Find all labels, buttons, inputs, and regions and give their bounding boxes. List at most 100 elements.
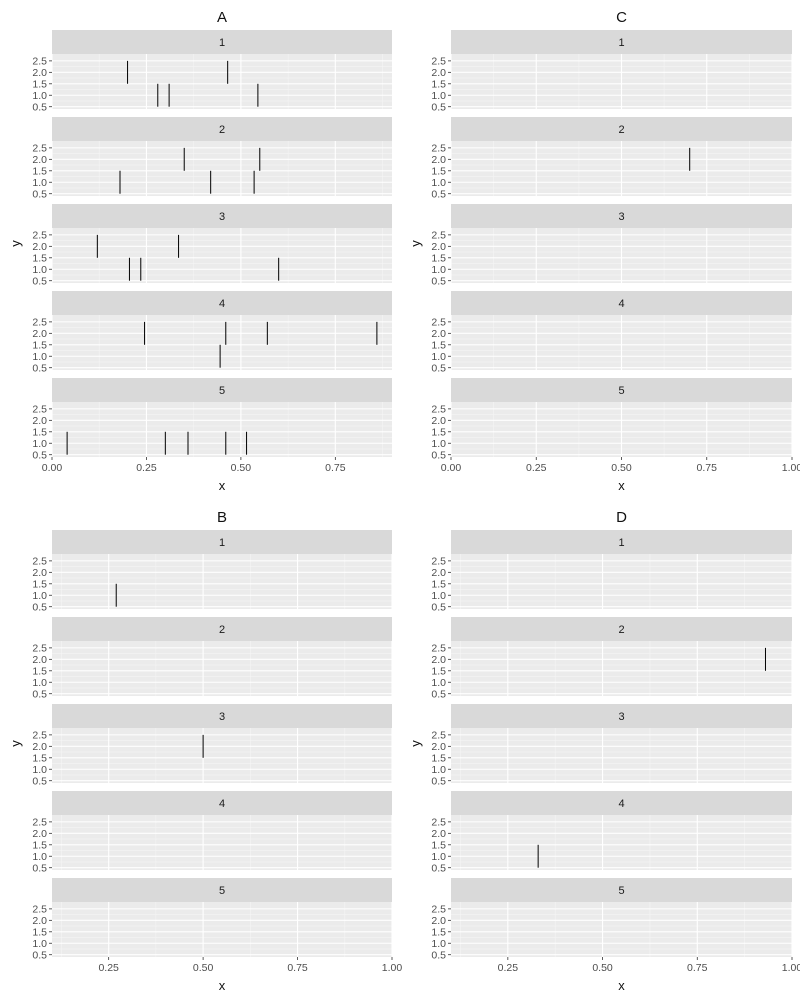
y-tick-label: 1.0	[32, 851, 47, 863]
y-tick-label: 1.0	[431, 438, 446, 450]
facet-strip-label: 3	[618, 711, 624, 723]
facet-2: 2 0.51.01.52.02.5	[32, 117, 392, 200]
subplot-title: A	[217, 9, 227, 26]
y-tick-label: 1.5	[431, 165, 446, 177]
y-tick-label: 2.0	[32, 741, 47, 753]
facet-1: 1 0.51.01.52.02.5	[431, 30, 793, 113]
y-tick-label: 2.0	[431, 241, 446, 253]
facet-strip-label: 5	[219, 385, 225, 397]
facet-strip	[451, 878, 792, 902]
facet-strip-label: 4	[219, 798, 225, 810]
facet-strip-label: 2	[219, 124, 225, 136]
y-tick-label: 0.5	[431, 949, 446, 961]
facet-strip-label: 3	[618, 211, 624, 223]
facet-4: 4 0.51.01.52.02.5	[431, 791, 793, 874]
y-tick-label: 1.0	[32, 938, 47, 950]
facet-strip	[451, 617, 792, 641]
x-axis-title: x	[219, 478, 226, 493]
y-tick-label: 0.5	[431, 275, 446, 287]
y-tick-label: 2.0	[32, 654, 47, 666]
y-tick-label: 2.0	[431, 67, 446, 79]
facet-strip	[52, 704, 392, 728]
y-tick-label: 2.5	[32, 403, 47, 415]
x-tick-label: 0.75	[687, 962, 708, 974]
facet-strip	[451, 378, 792, 402]
y-tick-label: 0.5	[32, 101, 47, 113]
facet-strip	[52, 878, 392, 902]
y-tick-label: 2.5	[431, 316, 446, 328]
y-tick-label: 1.5	[431, 426, 446, 438]
y-tick-label: 2.0	[32, 828, 47, 840]
x-tick-label: 0.50	[611, 462, 632, 474]
y-tick-label: 2.0	[431, 654, 446, 666]
x-tick-label: 0.00	[441, 462, 462, 474]
x-axis-title: x	[219, 978, 226, 993]
x-axis-title: x	[618, 478, 625, 493]
y-tick-label: 2.5	[32, 642, 47, 654]
facet-1: 1 0.51.01.52.02.5	[32, 30, 392, 113]
facet-strip-label: 1	[219, 37, 225, 49]
facet-3: 3 0.51.01.52.02.5	[32, 204, 392, 287]
facet-strip	[52, 791, 392, 815]
facet-strip	[451, 530, 792, 554]
y-tick-label: 0.5	[32, 601, 47, 613]
subplot-B: B10.51.01.52.02.520.51.01.52.02.530.51.0…	[8, 509, 402, 993]
x-tick-label: 0.50	[193, 962, 214, 974]
y-tick-label: 1.0	[431, 177, 446, 189]
x-tick-label: 1.00	[782, 462, 800, 474]
y-tick-label: 2.0	[431, 828, 446, 840]
y-tick-label: 0.5	[32, 449, 47, 461]
x-tick-label: 0.75	[697, 462, 718, 474]
y-tick-label: 1.0	[431, 264, 446, 276]
facet-strip-label: 5	[618, 885, 624, 897]
y-tick-label: 2.5	[32, 903, 47, 915]
y-tick-label: 2.5	[431, 816, 446, 828]
x-tick-label: 1.00	[382, 962, 403, 974]
y-tick-label: 2.5	[32, 316, 47, 328]
y-tick-label: 2.5	[32, 55, 47, 67]
y-tick-label: 1.5	[32, 339, 47, 351]
y-tick-label: 1.5	[431, 665, 446, 677]
facet-4: 4 0.51.01.52.02.5	[431, 291, 793, 374]
y-tick-label: 2.5	[431, 142, 446, 154]
y-tick-label: 2.5	[431, 903, 446, 915]
facet-strip-label: 4	[618, 798, 624, 810]
y-tick-label: 2.0	[32, 67, 47, 79]
facet-3: 3 0.51.01.52.02.5	[32, 704, 393, 787]
x-tick-label: 1.00	[782, 962, 800, 974]
subplot-title: C	[616, 9, 627, 26]
y-tick-label: 1.0	[431, 938, 446, 950]
y-tick-label: 2.0	[32, 415, 47, 427]
facet-strip	[451, 704, 792, 728]
y-tick-label: 2.5	[32, 816, 47, 828]
facet-strip-label: 3	[219, 711, 225, 723]
y-tick-label: 0.5	[431, 688, 446, 700]
y-tick-label: 0.5	[32, 688, 47, 700]
y-tick-label: 2.0	[431, 415, 446, 427]
y-axis-title: y	[408, 740, 423, 747]
facet-strip	[52, 530, 392, 554]
y-tick-label: 0.5	[32, 188, 47, 200]
y-tick-label: 2.0	[431, 328, 446, 340]
facet-strip	[52, 617, 392, 641]
y-tick-label: 1.0	[431, 764, 446, 776]
y-axis-title: y	[408, 240, 423, 247]
y-tick-label: 1.5	[431, 752, 446, 764]
y-tick-label: 2.0	[431, 154, 446, 166]
y-tick-label: 0.5	[431, 862, 446, 874]
y-tick-label: 1.0	[32, 590, 47, 602]
x-tick-label: 0.25	[526, 462, 547, 474]
y-tick-label: 0.5	[431, 601, 446, 613]
y-tick-label: 1.0	[431, 851, 446, 863]
facet-strip	[451, 204, 792, 228]
y-tick-label: 1.5	[32, 839, 47, 851]
y-tick-label: 1.0	[32, 90, 47, 102]
facet-1: 1 0.51.01.52.02.5	[431, 530, 793, 613]
facet-2: 2 0.51.01.52.02.5	[431, 117, 793, 200]
y-tick-label: 1.5	[431, 926, 446, 938]
y-tick-label: 0.5	[32, 775, 47, 787]
facet-5: 5 0.51.01.52.02.5	[32, 878, 393, 961]
x-tick-label: 0.75	[325, 462, 346, 474]
facet-strip	[451, 117, 792, 141]
